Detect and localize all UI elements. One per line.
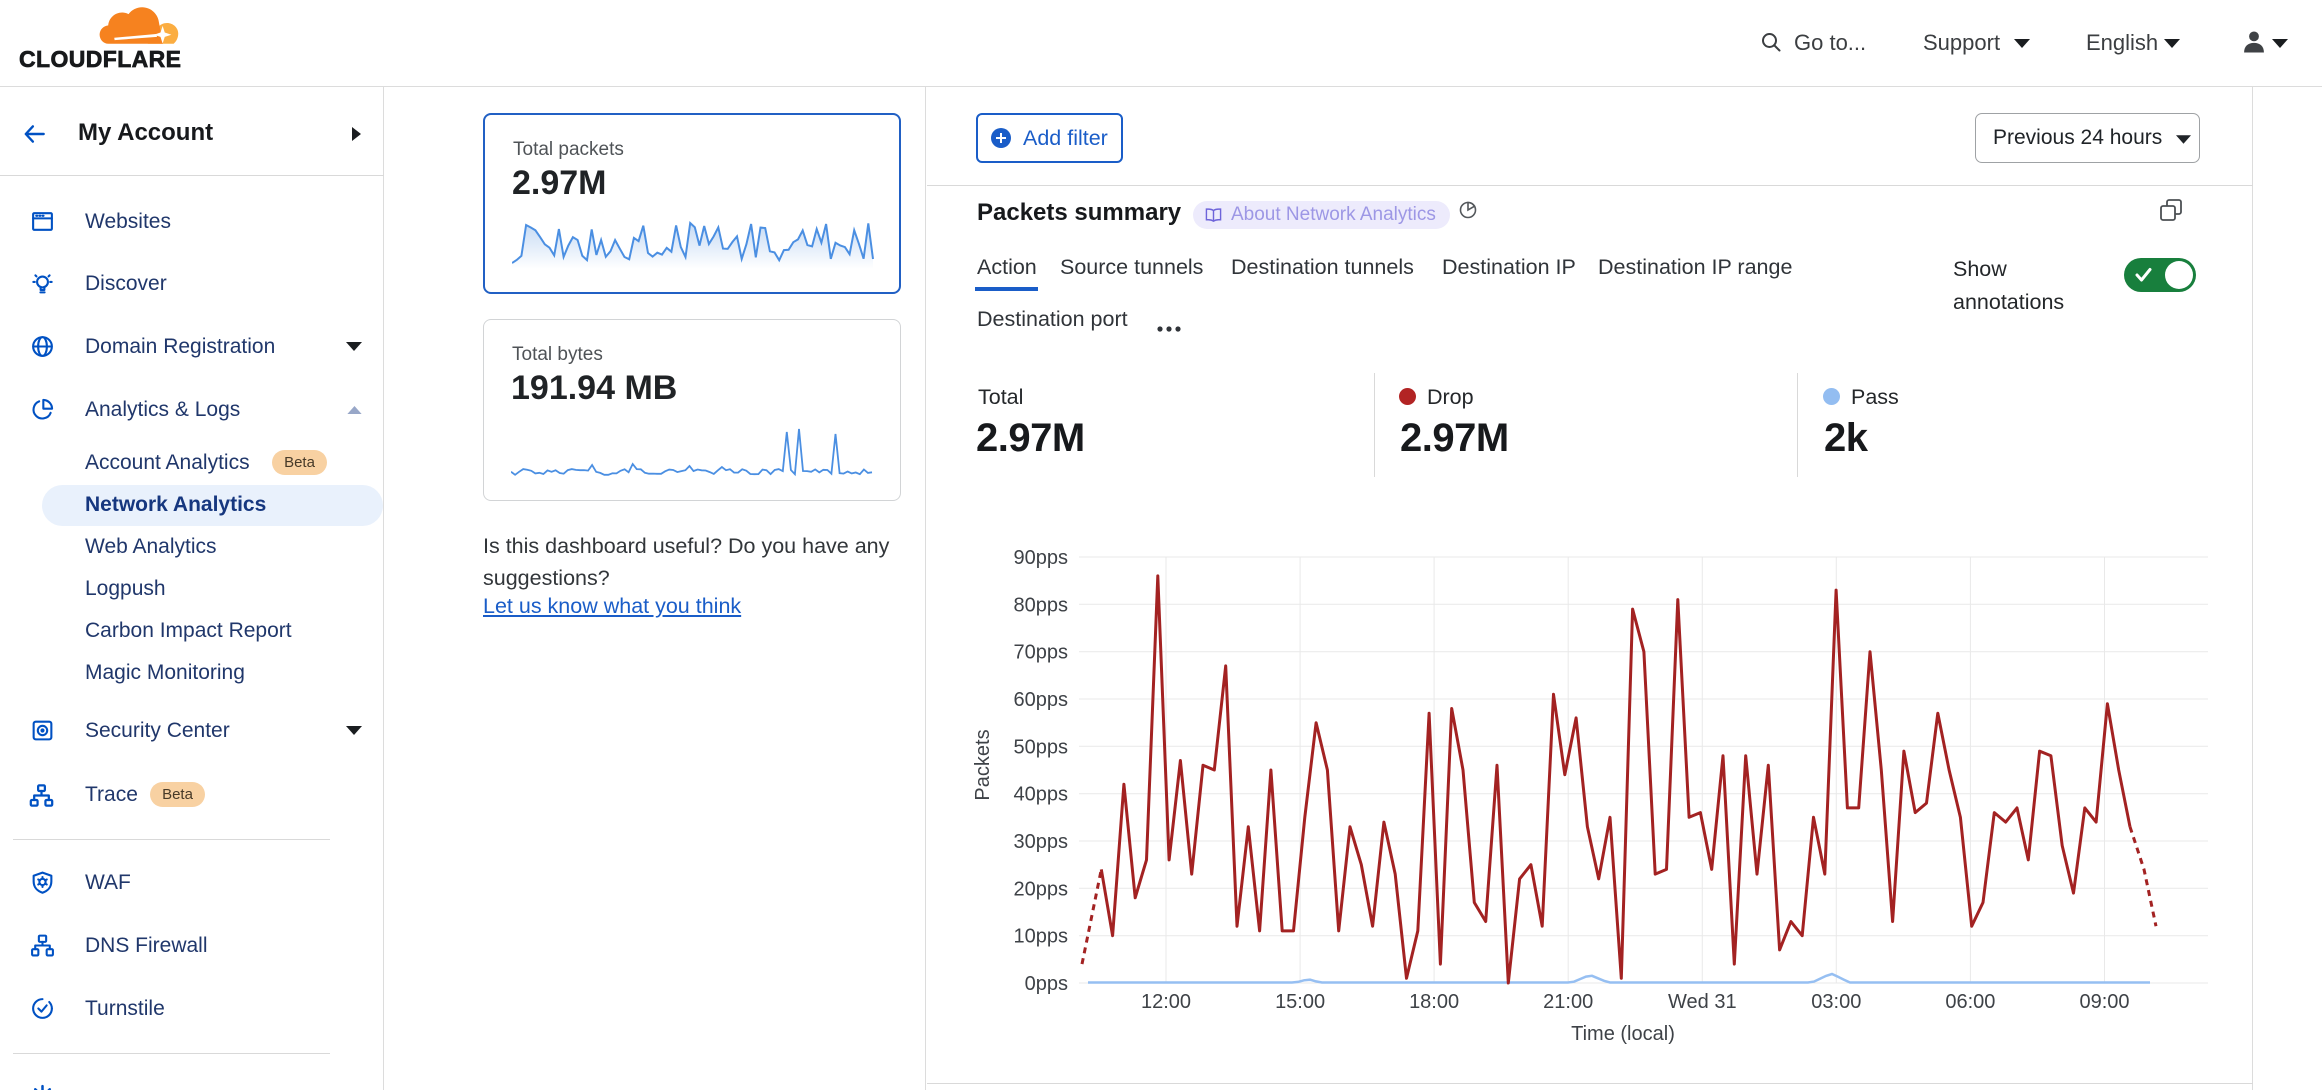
svg-text:80pps: 80pps	[1014, 594, 1069, 616]
svg-text:06:00: 06:00	[1945, 991, 1995, 1013]
svg-text:60pps: 60pps	[1014, 689, 1069, 711]
svg-text:30pps: 30pps	[1014, 831, 1069, 853]
svg-text:10pps: 10pps	[1014, 926, 1069, 948]
svg-text:03:00: 03:00	[1811, 991, 1861, 1013]
svg-text:40pps: 40pps	[1014, 784, 1069, 806]
svg-text:09:00: 09:00	[2079, 991, 2129, 1013]
svg-text:18:00: 18:00	[1409, 991, 1459, 1013]
svg-text:Wed 31: Wed 31	[1668, 991, 1737, 1013]
svg-text:90pps: 90pps	[1014, 547, 1069, 569]
svg-text:20pps: 20pps	[1014, 878, 1069, 900]
svg-text:50pps: 50pps	[1014, 736, 1069, 758]
svg-text:0pps: 0pps	[1025, 973, 1068, 995]
svg-text:15:00: 15:00	[1275, 991, 1325, 1013]
svg-text:70pps: 70pps	[1014, 642, 1069, 664]
svg-text:21:00: 21:00	[1543, 991, 1593, 1013]
svg-text:12:00: 12:00	[1141, 991, 1191, 1013]
svg-text:Packets: Packets	[972, 729, 994, 800]
svg-text:Time (local): Time (local)	[1571, 1023, 1675, 1045]
